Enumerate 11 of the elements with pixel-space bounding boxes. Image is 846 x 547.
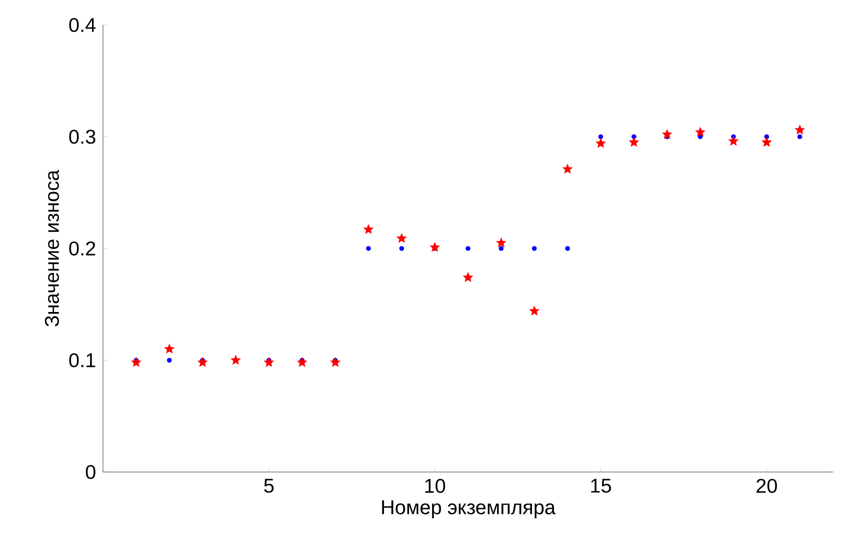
y-tick-label: 0.2 — [69, 241, 96, 256]
y-tick-label: 0 — [86, 464, 96, 480]
y-axis-title: Значение износа — [44, 170, 59, 326]
x-tick-label: 20 — [756, 478, 777, 493]
x-axis-title: Номер экземпляра — [382, 500, 556, 518]
y-tick-label: 0.3 — [69, 130, 96, 144]
y-tick-label: 0.4 — [69, 18, 96, 32]
y-tick-label: 0.1 — [69, 353, 96, 368]
x-tick-label: 10 — [425, 478, 446, 493]
x-tick-label: 15 — [591, 478, 611, 493]
x-tick-label: 5 — [264, 478, 274, 493]
